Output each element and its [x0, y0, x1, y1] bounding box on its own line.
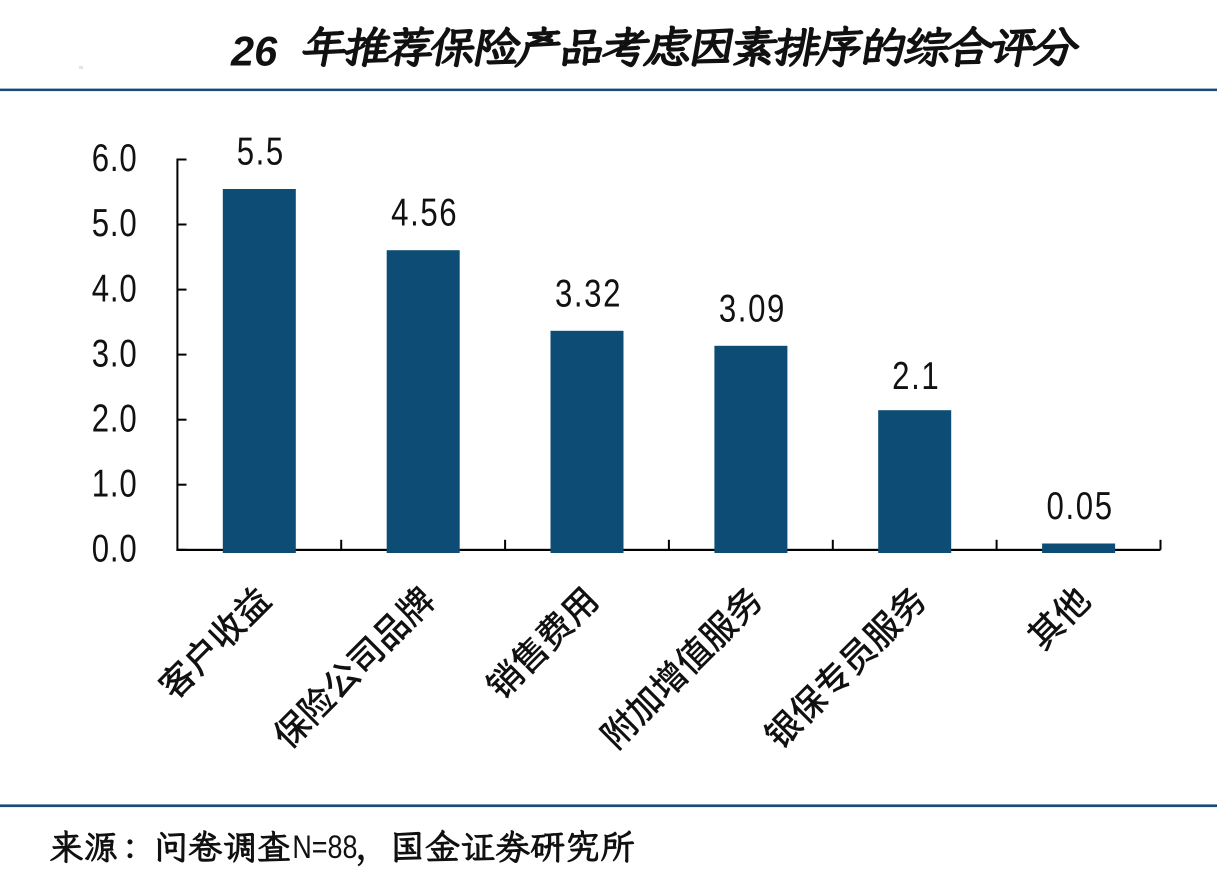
svg-text:3.0: 3.0: [92, 332, 138, 375]
svg-text:5.0: 5.0: [92, 202, 138, 245]
svg-text:3.32: 3.32: [555, 272, 622, 315]
svg-text:N=88: N=88: [292, 830, 357, 866]
svg-text:0.05: 0.05: [1047, 485, 1114, 528]
svg-text:5.5: 5.5: [237, 130, 285, 173]
svg-text:2.1: 2.1: [892, 355, 940, 398]
svg-text:4.56: 4.56: [391, 191, 458, 234]
svg-text:6.0: 6.0: [92, 137, 138, 180]
svg-text:1.0: 1.0: [92, 462, 138, 505]
svg-text:0.0: 0.0: [92, 527, 138, 570]
svg-text:4.0: 4.0: [92, 267, 138, 310]
svg-text:26: 26: [230, 28, 278, 75]
svg-text:2.0: 2.0: [92, 397, 138, 440]
svg-text:3.09: 3.09: [719, 287, 786, 330]
